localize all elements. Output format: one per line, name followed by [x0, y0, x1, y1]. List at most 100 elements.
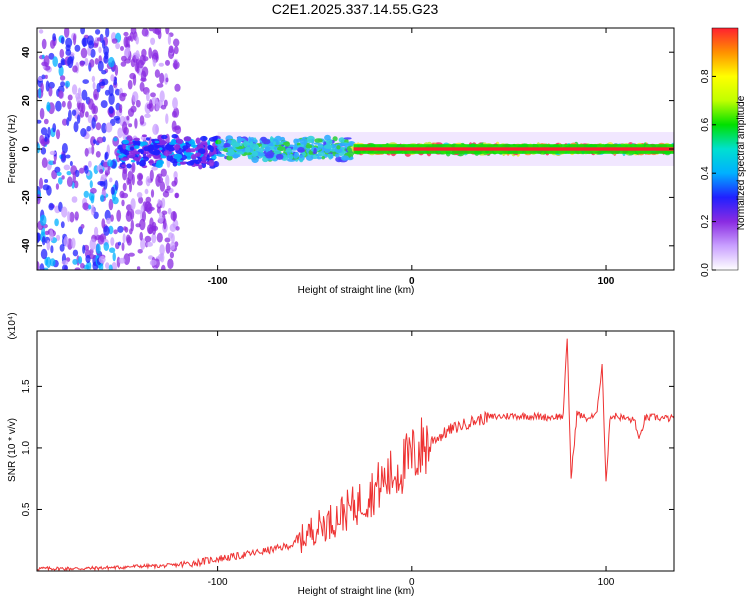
heat-cell: [67, 94, 73, 101]
heat-cell: [99, 81, 106, 87]
heat-cell: [207, 139, 211, 146]
heat-cell: [101, 70, 107, 75]
heat-cell: [39, 263, 45, 270]
heat-cell: [275, 153, 284, 160]
heat-cell: [81, 89, 88, 101]
heat-cell: [324, 134, 331, 141]
spectrogram-x-ticks: -100 0 100: [208, 28, 615, 287]
heat-cell: [91, 75, 96, 83]
heat-cell: [347, 150, 354, 157]
heat-cell: [152, 28, 160, 34]
heat-cell: [74, 44, 81, 52]
heat-cell: [128, 142, 134, 145]
heat-cell: [135, 50, 140, 60]
heat-cell: [198, 164, 203, 170]
heat-cell: [113, 137, 118, 142]
snr-x-ticks: -100 0 100: [208, 331, 615, 588]
heat-cell: [148, 28, 154, 32]
heat-cell: [107, 159, 113, 168]
heat-cell: [131, 162, 136, 174]
heat-cell: [305, 144, 313, 149]
heat-cell: [165, 113, 169, 124]
heat-cell: [110, 214, 114, 222]
heat-cell: [157, 199, 161, 207]
heat-cell: [95, 151, 101, 158]
heat-cell: [130, 28, 137, 35]
heat-cell: [306, 139, 314, 144]
heat-cell: [153, 55, 158, 60]
heat-cell: [129, 72, 136, 80]
heat-cell: [66, 117, 70, 127]
heat-cell: [165, 174, 170, 187]
heat-cell: [121, 199, 125, 207]
heat-cell: [165, 59, 170, 66]
heat-cell: [91, 103, 96, 115]
heat-cell: [56, 171, 62, 176]
heat-cell: [175, 226, 180, 231]
heat-cell: [182, 145, 189, 150]
heat-cell: [93, 211, 99, 219]
heat-cell: [122, 139, 130, 145]
heat-cell: [163, 99, 168, 107]
heat-cell: [265, 154, 274, 159]
heat-cell: [174, 241, 179, 247]
heat-cell: [243, 140, 249, 148]
heat-cell: [44, 179, 49, 183]
heat-cell: [74, 211, 79, 221]
heat-cell: [135, 223, 141, 228]
colorbar-ticks: 0.0 0.2 0.4 0.6 0.8: [700, 69, 716, 277]
heat-cell: [305, 154, 314, 161]
x-tick-label: -100: [208, 577, 228, 588]
heat-cell: [103, 54, 109, 64]
heat-cell: [156, 232, 163, 243]
heat-cell: [92, 81, 96, 90]
heat-cell: [159, 244, 165, 256]
heat-cell: [159, 90, 165, 103]
heat-cell: [90, 48, 96, 58]
heat-cell: [332, 136, 338, 142]
heat-cell: [343, 137, 352, 140]
heat-cell: [121, 92, 128, 97]
heat-cell: [137, 59, 144, 69]
heat-cell: [139, 141, 146, 147]
snr-y-ticks: 0.5 1.0 1.5: [21, 379, 674, 516]
heat-cell: [65, 154, 71, 159]
heat-cell: [67, 100, 72, 110]
heat-cell: [58, 65, 64, 77]
heat-cell: [321, 156, 326, 160]
heat-cell: [136, 192, 143, 198]
heat-cell: [250, 137, 255, 141]
heat-cell: [54, 166, 61, 173]
heat-cell: [50, 39, 56, 49]
heat-cell: [80, 47, 88, 59]
heat-cell: [134, 118, 138, 129]
heat-cell: [89, 59, 95, 68]
heat-cell: [156, 207, 161, 214]
heat-cell: [98, 46, 102, 54]
heat-cell: [74, 267, 81, 270]
heat-cell: [145, 196, 152, 204]
heat-cell: [81, 102, 86, 114]
heat-cell: [195, 137, 201, 145]
heat-cell: [173, 144, 180, 151]
heat-cell: [146, 103, 152, 110]
heat-cell: [144, 113, 151, 119]
heat-cell: [104, 209, 111, 221]
heat-cell: [103, 242, 110, 251]
heat-cell: [44, 74, 48, 79]
heat-cell: [72, 65, 78, 73]
heat-cell: [168, 45, 174, 54]
heat-cell: [173, 59, 178, 70]
heat-cell: [108, 198, 114, 211]
heat-cell: [237, 138, 246, 141]
heat-cell: [84, 165, 89, 174]
heat-cell: [49, 229, 54, 242]
heat-cell: [168, 142, 176, 145]
heat-cell: [272, 141, 277, 146]
heat-cell: [243, 152, 253, 156]
heat-cell: [37, 194, 41, 205]
heat-cell: [108, 264, 113, 270]
heat-cell: [110, 186, 115, 195]
heat-cell: [152, 123, 160, 135]
heat-cell: [134, 61, 139, 72]
